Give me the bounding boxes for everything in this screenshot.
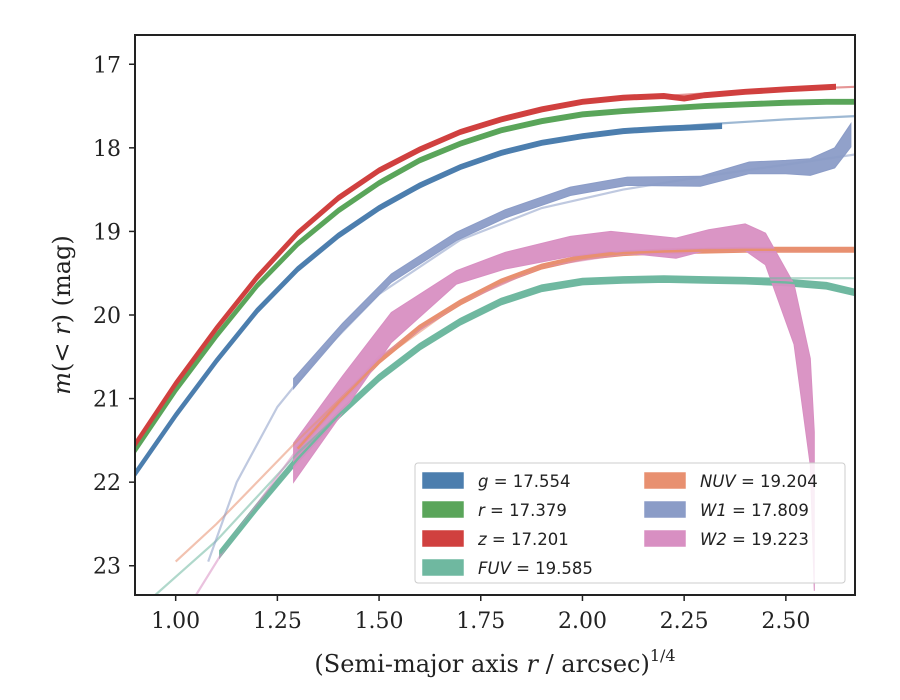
x-tick-label: 1.75: [456, 609, 505, 634]
x-tick-label: 2.50: [761, 609, 810, 634]
legend-label-nuv: NUV = 19.204: [700, 472, 818, 491]
r-band: [135, 98, 855, 455]
fuv-band: [219, 275, 855, 560]
legend-label-r: r = 17.379: [478, 501, 567, 520]
r-curve: [135, 100, 855, 452]
y-tick-label: 17: [93, 53, 121, 78]
legend-frame: [414, 462, 846, 584]
legend-swatch-nuv: [644, 472, 686, 489]
w2-band: [293, 223, 815, 591]
y-tick-label: 22: [93, 471, 121, 496]
nuv-curve: [296, 248, 855, 450]
x-axis-ticks: 1.00 1.25 1.50 1.75 2.00 2.25 2.50: [151, 595, 810, 634]
w1-model-curve: [207, 153, 855, 562]
g-band: [135, 123, 723, 478]
x-tick-label: 2.25: [660, 609, 709, 634]
y-tick-label: 20: [93, 304, 121, 329]
w1-band: [293, 121, 852, 390]
legend-swatch-g: [422, 472, 464, 489]
legend-swatch-w1: [644, 501, 686, 518]
legend-label-w2: W2 = 19.223: [700, 530, 809, 549]
legend-swatch-w2: [644, 530, 686, 547]
data-curves: [135, 85, 855, 554]
legend-swatch-fuv: [422, 559, 464, 576]
legend: g = 17.554 r = 17.379 z = 17.201 FUV = 19.5…: [414, 462, 846, 584]
g-curve: [135, 124, 721, 475]
z-curve: [135, 85, 835, 446]
x-axis-label: (Semi-major axis r / arcsec)1/4: [314, 646, 675, 678]
legend-label-fuv: FUV = 19.585: [478, 559, 593, 578]
x-tick-label: 1.00: [151, 609, 200, 634]
fuv-curve: [219, 277, 855, 554]
legend-label-w1: W1 = 17.809: [700, 501, 809, 520]
legend-label-g: g = 17.554: [478, 472, 571, 491]
nuv-band: [296, 246, 855, 454]
y-tick-label: 23: [93, 555, 121, 580]
legend-swatch-r: [422, 501, 464, 518]
y-axis-label: m(< r) (mag): [48, 235, 76, 395]
legend-swatch-z: [422, 530, 464, 547]
y-axis-ticks: 17 18 19 20 21 22 23: [93, 53, 135, 580]
x-tick-label: 1.50: [355, 609, 404, 634]
x-tick-label: 1.25: [253, 609, 302, 634]
legend-label-z: z = 17.201: [477, 530, 569, 549]
x-tick-label: 2.00: [558, 609, 607, 634]
y-tick-label: 18: [93, 137, 121, 162]
y-tick-label: 21: [93, 388, 121, 413]
y-tick-label: 19: [93, 220, 121, 245]
